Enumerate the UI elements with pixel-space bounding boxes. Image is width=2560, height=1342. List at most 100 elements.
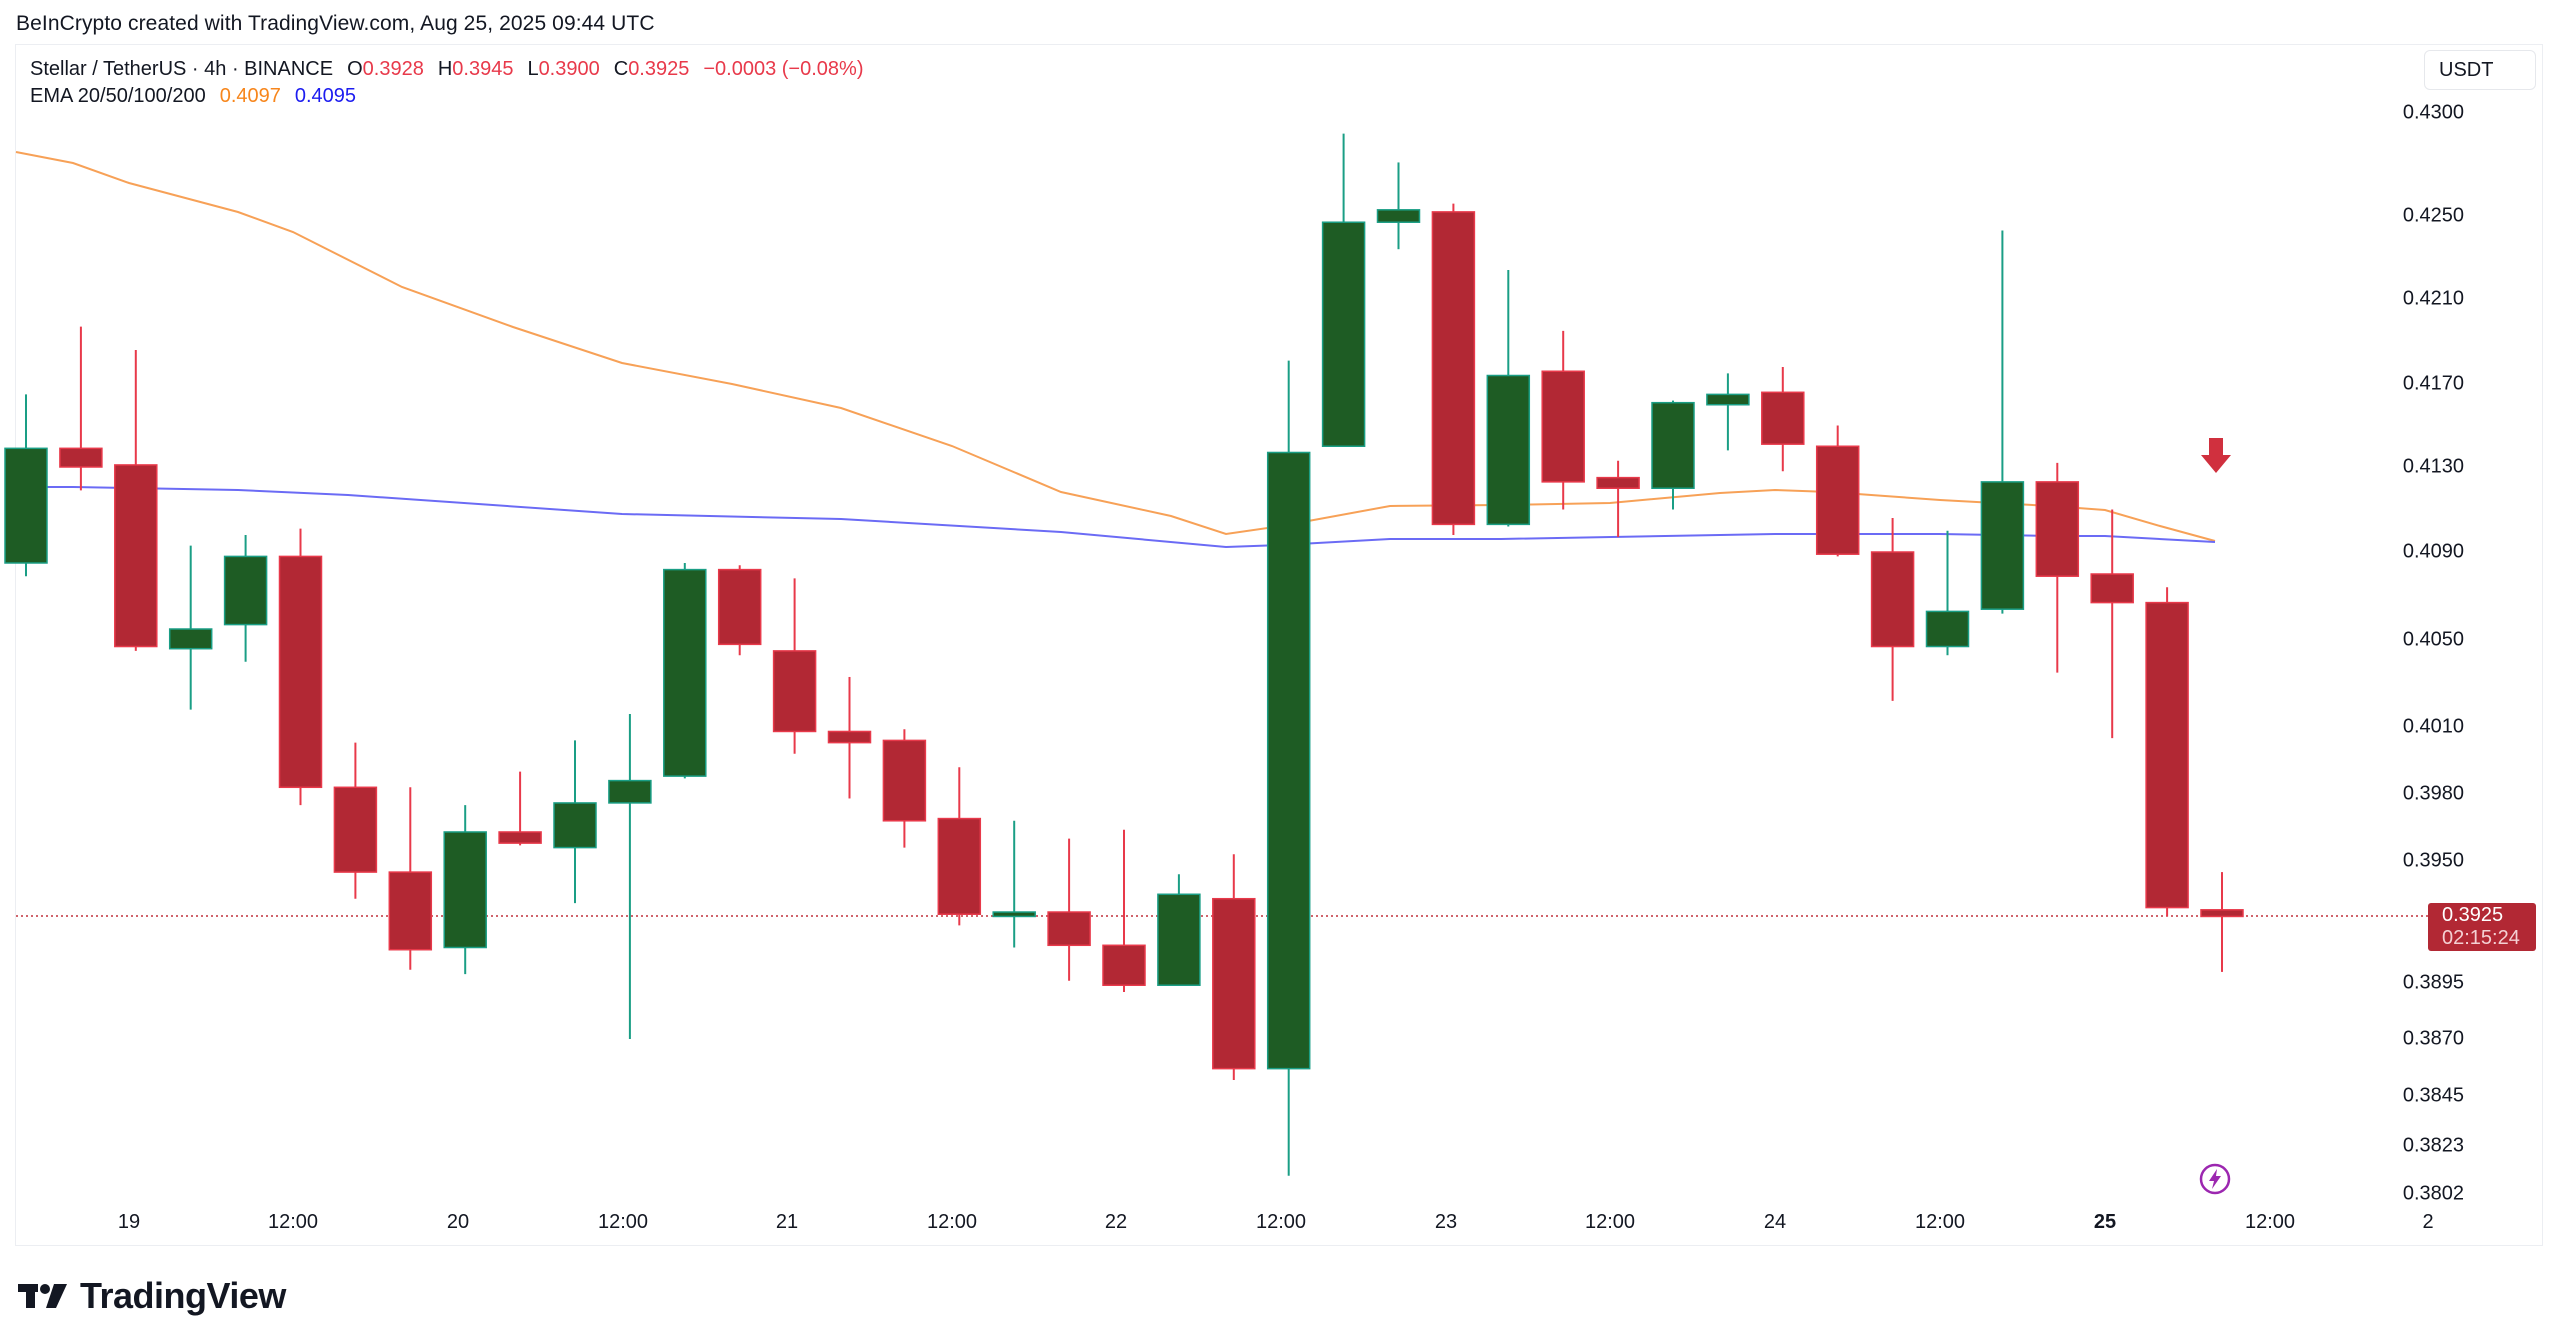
candle <box>1212 854 1256 1081</box>
candle <box>992 820 1036 948</box>
candle <box>717 565 762 656</box>
candle <box>1321 133 1366 447</box>
ema-line <box>16 486 2216 549</box>
time-tick-label: 24 <box>1763 1211 1787 1233</box>
time-tick-label: 2 <box>2422 1211 2434 1233</box>
price-tick-label: 0.4090 <box>2402 540 2464 563</box>
ema-row: EMA 20/50/100/200 0.4097 0.4095 <box>30 83 863 110</box>
candle <box>168 545 213 710</box>
price-tick-label: 0.3802 <box>2402 1182 2464 1205</box>
candle <box>1596 460 1640 538</box>
price-change: −0.0003 (−0.08%) <box>703 58 864 80</box>
chart-legend: Stellar / TetherUS · 4h · BINANCE O 0.392… <box>30 56 863 110</box>
candle <box>1706 373 1750 451</box>
tradingview-mark-icon <box>18 1284 67 1308</box>
candle <box>1266 360 1311 1176</box>
candle <box>443 805 487 975</box>
candle <box>1651 400 1695 510</box>
time-tick-label: 23 <box>1434 1211 1458 1233</box>
time-tick-label: 22 <box>1104 1211 1128 1233</box>
ema-value-orange: 0.4097 <box>219 85 281 107</box>
open-value: 0.3928 <box>362 58 424 80</box>
candle <box>278 528 323 806</box>
candle <box>772 578 817 754</box>
candle <box>1102 829 1146 992</box>
price-tick-label: 0.3980 <box>2402 782 2464 805</box>
price-tick-label: 0.4170 <box>2402 372 2464 395</box>
ema-line <box>15 151 2216 542</box>
symbol-title[interactable]: Stellar / TetherUS · 4h · BINANCE <box>30 58 334 80</box>
candle <box>1870 518 1915 701</box>
candle <box>1980 230 2025 614</box>
down-arrow-icon <box>2201 438 2231 473</box>
high-value: 0.3945 <box>452 58 514 80</box>
candle <box>2145 587 2189 917</box>
tradingview-wordmark: TradingView <box>80 1275 286 1316</box>
high-label: H <box>437 58 453 80</box>
candle <box>2035 462 2080 673</box>
ema-lines <box>15 151 2216 549</box>
price-tick-label: 0.4130 <box>2402 455 2464 478</box>
candle <box>827 676 872 799</box>
candle <box>1376 162 1421 250</box>
candle <box>1157 874 1201 986</box>
candle <box>937 767 982 926</box>
candle <box>1047 838 1091 981</box>
candles <box>4 133 2244 1176</box>
low-value: 0.3900 <box>538 58 600 80</box>
candle <box>1925 530 1970 656</box>
candle <box>1815 425 1860 557</box>
candle <box>333 742 378 899</box>
open-label: O <box>347 58 363 80</box>
candle <box>608 713 652 1039</box>
candle <box>2200 872 2244 972</box>
candle <box>663 563 707 779</box>
price-tick-label: 0.3950 <box>2402 849 2464 872</box>
candle <box>4 394 48 577</box>
time-tick-label: 12:00 <box>1914 1211 1966 1233</box>
candle <box>1431 203 1476 535</box>
lightning-alert-icon[interactable] <box>2199 1163 2231 1195</box>
price-tick-label: 0.4050 <box>2402 628 2464 651</box>
current-price-tag: 0.3925 02:15:24 <box>2428 903 2536 951</box>
time-tick-label: 20 <box>446 1211 470 1233</box>
price-tick-label: 0.4300 <box>2402 101 2464 124</box>
time-tick-label: 12:00 <box>267 1211 319 1233</box>
ema-indicator-label[interactable]: EMA 20/50/100/200 <box>30 85 206 107</box>
time-tick-label: 12:00 <box>1584 1211 1636 1233</box>
candle <box>553 740 597 904</box>
price-tick-label: 0.3845 <box>2402 1084 2464 1107</box>
time-tick-label: 12:00 <box>2244 1211 2296 1233</box>
chart-credit: BeInCrypto created with TradingView.com,… <box>16 12 655 35</box>
tradingview-logo[interactable]: TradingView <box>18 1275 286 1317</box>
price-tick-label: 0.4010 <box>2402 715 2464 738</box>
time-tick-label: 19 <box>117 1211 141 1233</box>
time-tick-label: 21 <box>775 1211 799 1233</box>
candle <box>882 729 927 848</box>
candle <box>223 535 268 662</box>
time-tick-label: 25 <box>2093 1211 2117 1233</box>
candle <box>114 350 158 651</box>
current-price-value: 0.3925 <box>2442 904 2504 926</box>
ohlc-row: Stellar / TetherUS · 4h · BINANCE O 0.392… <box>30 56 863 83</box>
candle <box>1541 330 1585 510</box>
price-tick-label: 0.3895 <box>2402 971 2464 994</box>
candle <box>1486 269 1531 527</box>
price-tick-label: 0.4210 <box>2402 287 2464 310</box>
candle <box>2090 509 2134 739</box>
time-tick-label: 12:00 <box>926 1211 978 1233</box>
time-tick-label: 12:00 <box>597 1211 649 1233</box>
candle <box>1761 367 1805 472</box>
candle <box>388 787 433 970</box>
currency-button[interactable]: USDT <box>2424 50 2536 90</box>
close-value: 0.3925 <box>628 58 690 80</box>
bar-countdown: 02:15:24 <box>2442 927 2520 949</box>
candle <box>498 771 542 846</box>
price-tick-label: 0.3823 <box>2402 1134 2464 1157</box>
price-tick-label: 0.3870 <box>2402 1027 2464 1050</box>
ema-value-blue: 0.4095 <box>294 85 357 107</box>
candle <box>59 326 103 491</box>
low-label: L <box>527 58 539 80</box>
close-label: C <box>613 58 629 80</box>
